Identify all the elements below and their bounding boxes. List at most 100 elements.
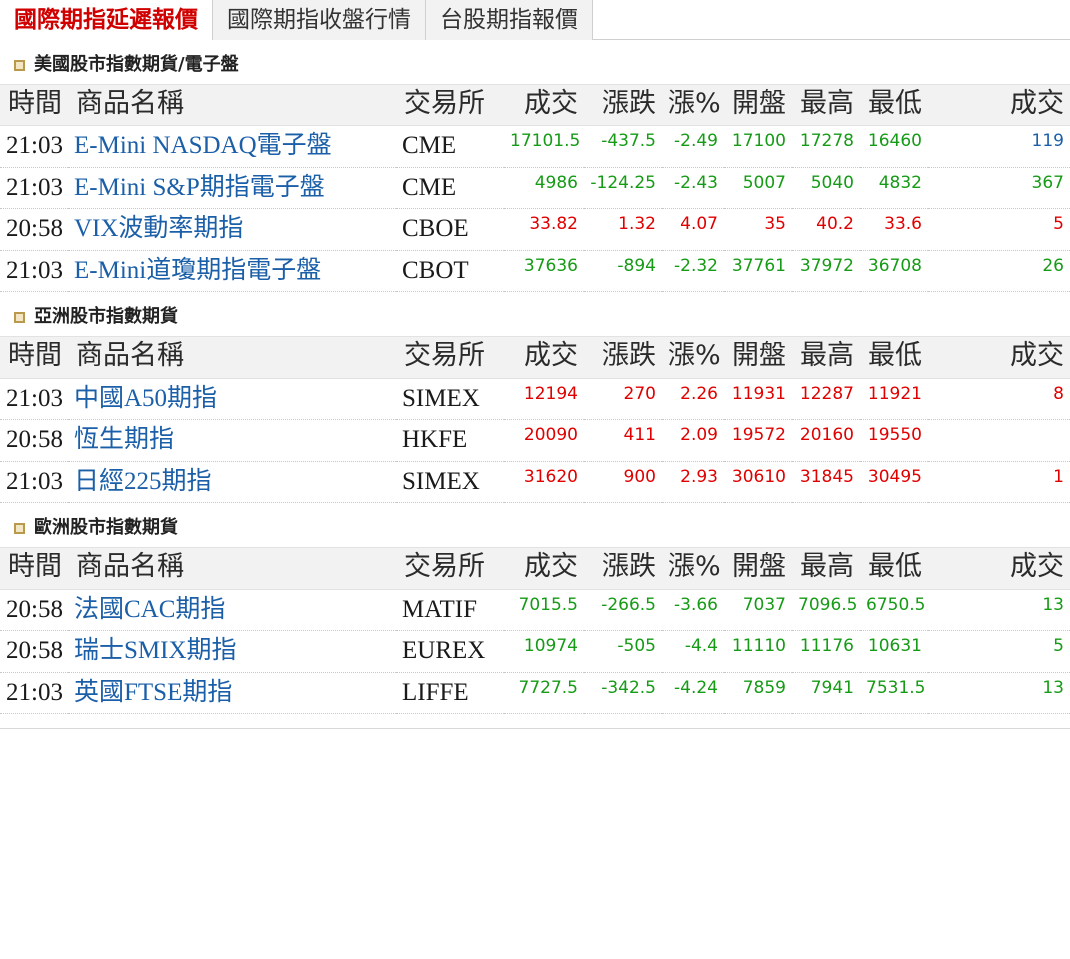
cell-time: 21:03 [0, 672, 68, 715]
cell-open: 7859 [724, 672, 792, 715]
quotes-table: 時間 商品名稱 交易所 成交 漲跌 漲% 開盤 最高 最低 成交 21:03 中國A50期指 SIMEX… [0, 336, 1070, 504]
cell-high: 20160 [792, 419, 860, 462]
bottom-divider [0, 728, 1070, 730]
cell-low: 10631 [860, 630, 928, 673]
cell-exchange: MATIF [396, 589, 504, 632]
cell-exchange: LIFFE [396, 672, 504, 715]
cell-last: 7727.5 [504, 672, 584, 715]
tab-bar: 國際期指延遲報價 國際期指收盤行情 台股期指報價 [0, 0, 1070, 41]
tab-label: 國際期指收盤行情 [227, 6, 411, 33]
column-header-change: 漲跌 [584, 547, 662, 590]
cell-percent: -2.49 [662, 125, 724, 168]
cell-change: -124.25 [584, 167, 662, 210]
cell-open: 5007 [724, 167, 792, 210]
cell-open: 30610 [724, 461, 792, 504]
tab-international-delayed[interactable]: 國際期指延遲報價 [0, 0, 213, 41]
cell-change: 270 [584, 378, 662, 421]
cell-last: 4986 [504, 167, 584, 210]
table-header-row: 時間 商品名稱 交易所 成交 漲跌 漲% 開盤 最高 最低 成交 [0, 83, 1070, 127]
cell-time: 21:03 [0, 461, 68, 504]
cell-last: 33.82 [504, 208, 584, 251]
cell-volume: 5 [928, 208, 1070, 251]
cell-name: VIX波動率期指 [68, 208, 396, 251]
cell-high: 31845 [792, 461, 860, 504]
column-header-last: 成交 [504, 336, 584, 379]
product-link[interactable]: 日經225期指 [74, 467, 212, 495]
product-link[interactable]: 恆生期指 [74, 426, 175, 454]
cell-low: 6750.5 [860, 589, 928, 632]
cell-high: 37972 [792, 250, 860, 293]
section-title: 美國股市指數期貨/電子盤 [34, 54, 239, 75]
column-header-exchange: 交易所 [396, 336, 504, 379]
cell-open: 37761 [724, 250, 792, 293]
tab-international-close[interactable]: 國際期指收盤行情 [213, 0, 426, 40]
column-header-time: 時間 [0, 547, 68, 590]
cell-low: 30495 [860, 461, 928, 504]
quotes-table: 時間 商品名稱 交易所 成交 漲跌 漲% 開盤 最高 最低 成交 20:58 法國CAC期指 MATIF… [0, 547, 1070, 715]
cell-time: 21:03 [0, 125, 68, 168]
column-header-volume: 成交 [928, 83, 1070, 127]
cell-percent: 4.07 [662, 208, 724, 251]
cell-low: 11921 [860, 378, 928, 421]
cell-open: 35 [724, 208, 792, 251]
cell-change: -894 [584, 250, 662, 293]
column-header-open: 開盤 [724, 547, 792, 590]
cell-name: E-Mini道瓊期指電子盤 [68, 250, 396, 293]
cell-exchange: CME [396, 167, 504, 210]
column-header-change: 漲跌 [584, 336, 662, 379]
product-link[interactable]: 法國CAC期指 [74, 595, 226, 623]
cell-change: -342.5 [584, 672, 662, 715]
column-header-percent: 漲% [662, 547, 724, 590]
column-header-name: 商品名稱 [68, 83, 396, 127]
cell-time: 21:03 [0, 167, 68, 210]
tab-taiwan-futures[interactable]: 台股期指報價 [426, 0, 593, 40]
cell-low: 7531.5 [860, 672, 928, 715]
cell-high: 7096.5 [792, 589, 860, 632]
cell-volume: 8 [928, 378, 1070, 421]
cell-low: 16460 [860, 125, 928, 168]
cell-percent: -2.43 [662, 167, 724, 210]
column-header-high: 最高 [792, 83, 860, 127]
product-link[interactable]: E-Mini NASDAQ電子盤 [74, 132, 332, 160]
quotes-content: 美國股市指數期貨/電子盤 時間 商品名稱 交易所 成交 漲跌 漲% 開盤 最高 最低 成交 21:03… [0, 40, 1070, 715]
table-row: 20:58 恆生期指 HKFE 20090 411 2.09 19572 20160 19550 [0, 419, 1070, 462]
cell-volume: 119 [928, 125, 1070, 168]
table-row: 21:03 英國FTSE期指 LIFFE 7727.5 -342.5 -4.24 7859 7… [0, 672, 1070, 715]
table-row: 20:58 瑞士SMIX期指 EUREX 10974 -505 -4.4 11110 1117… [0, 630, 1070, 673]
product-link[interactable]: 英國FTSE期指 [74, 678, 233, 706]
cell-percent: -2.32 [662, 250, 724, 293]
cell-last: 10974 [504, 630, 584, 673]
cell-high: 5040 [792, 167, 860, 210]
column-header-volume: 成交 [928, 336, 1070, 379]
tab-label: 國際期指延遲報價 [14, 6, 198, 33]
bullet-square-icon [14, 522, 25, 534]
cell-exchange: EUREX [396, 630, 504, 673]
cell-volume: 26 [928, 250, 1070, 293]
product-link[interactable]: VIX波動率期指 [74, 215, 244, 243]
product-link[interactable]: E-Mini S&P期指電子盤 [74, 173, 325, 201]
section-header: 亞洲股市指數期貨 [0, 292, 1070, 336]
product-link[interactable]: 中國A50期指 [74, 384, 218, 412]
cell-open: 17100 [724, 125, 792, 168]
table-header-row: 時間 商品名稱 交易所 成交 漲跌 漲% 開盤 最高 最低 成交 [0, 547, 1070, 590]
table-row: 20:58 法國CAC期指 MATIF 7015.5 -266.5 -3.66 7037 70… [0, 589, 1070, 632]
cell-last: 17101.5 [504, 125, 584, 168]
cell-name: 中國A50期指 [68, 378, 396, 421]
cell-name: 日經225期指 [68, 461, 396, 504]
cell-exchange: HKFE [396, 419, 504, 462]
cell-low: 19550 [860, 419, 928, 462]
column-header-low: 最低 [860, 336, 928, 379]
column-header-last: 成交 [504, 547, 584, 590]
cell-name: E-Mini S&P期指電子盤 [68, 167, 396, 210]
cell-time: 20:58 [0, 419, 68, 462]
cell-open: 11931 [724, 378, 792, 421]
column-header-percent: 漲% [662, 83, 724, 127]
cell-high: 12287 [792, 378, 860, 421]
table-row: 21:03 中國A50期指 SIMEX 12194 270 2.26 11931 12287 1… [0, 378, 1070, 421]
cell-high: 11176 [792, 630, 860, 673]
section-header: 歐洲股市指數期貨 [0, 503, 1070, 547]
product-link[interactable]: 瑞士SMIX期指 [74, 637, 237, 665]
product-link[interactable]: E-Mini道瓊期指電子盤 [74, 256, 322, 284]
cell-exchange: CBOE [396, 208, 504, 251]
cell-low: 4832 [860, 167, 928, 210]
